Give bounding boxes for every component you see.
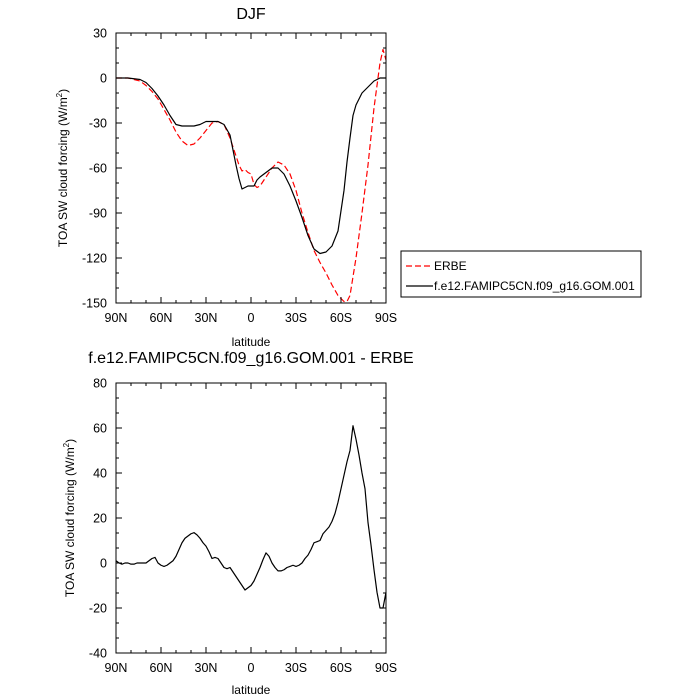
top-chart-ytick-label: -120 xyxy=(82,252,107,266)
top-chart-frame xyxy=(115,32,387,304)
bottom-chart-ytick-label: -20 xyxy=(89,602,107,616)
top-chart-ylabel-sup: 2 xyxy=(55,92,64,97)
legend-box xyxy=(400,250,642,298)
top-chart-ylabel-main: TOA SW cloud forcing (W/m xyxy=(56,97,70,247)
bottom-chart-xtick-label: 30N xyxy=(195,661,218,675)
top-chart-series-group xyxy=(116,48,387,303)
bottom-chart-xtick-label: 30S xyxy=(285,661,307,675)
top-chart-ytick-label: 30 xyxy=(93,27,107,41)
top-chart-xlabel: latitude xyxy=(232,335,271,349)
top-chart-axes: 90N 60N 30N 0 30S 60S 90S 30 0 -30 -60 -90 -120 -150 xyxy=(82,27,397,326)
bottom-chart-ylabel-close: ) xyxy=(63,439,77,443)
bottom-chart-series-line-0 xyxy=(115,425,387,609)
bottom-chart-xtick-label: 0 xyxy=(248,661,255,675)
top-chart-series-line-0 xyxy=(116,48,387,303)
top-chart: DJF 90N 60N 30N 0 30S 60S 90S 30 0 -30 -60 -90 -120 -… xyxy=(55,6,397,349)
top-chart-ylabel-close: ) xyxy=(56,89,70,93)
top-chart-xtick-label: 60N xyxy=(150,311,173,325)
top-chart-xtick-label: 30S xyxy=(285,311,307,325)
legend: ERBE f.e12.FAMIPC5CN.f09_g16.GOM.001 xyxy=(400,250,642,298)
top-chart-ytick-label: -90 xyxy=(89,207,107,221)
bottom-chart-xtick-label: 60S xyxy=(330,661,352,675)
bottom-chart-ytick-label: 60 xyxy=(93,422,107,436)
bottom-chart-ylabel: TOA SW cloud forcing (W/m2) xyxy=(62,439,77,597)
top-chart-ylabel: TOA SW cloud forcing (W/m2) xyxy=(55,89,70,247)
bottom-chart-ylabel-main: TOA SW cloud forcing (W/m xyxy=(63,447,77,597)
bottom-chart-ytick-label: 20 xyxy=(93,512,107,526)
bottom-chart: f.e12.FAMIPC5CN.f09_g16.GOM.001 - ERBE 9… xyxy=(62,350,414,697)
bottom-chart-title: f.e12.FAMIPC5CN.f09_g16.GOM.001 - ERBE xyxy=(88,350,413,367)
top-chart-ytick-label: -150 xyxy=(82,297,107,311)
bottom-chart-axes: 90N 60N 30N 0 30S 60S 90S 80 60 40 20 0 -20 -40 xyxy=(89,377,397,676)
top-chart-ytick-label: -30 xyxy=(89,117,107,131)
top-chart-series-line-1 xyxy=(116,77,386,255)
bottom-chart-series-group xyxy=(115,425,387,609)
legend-label-erbe: ERBE xyxy=(434,259,467,273)
bottom-chart-xtick-label: 60N xyxy=(150,661,173,675)
top-chart-xtick-label: 30N xyxy=(195,311,218,325)
bottom-chart-xtick-label: 90N xyxy=(105,661,128,675)
bottom-chart-ytick-label: -40 xyxy=(89,647,107,661)
bottom-chart-ytick-label: 0 xyxy=(100,557,107,571)
top-chart-title: DJF xyxy=(236,6,266,23)
top-chart-ytick-label: 0 xyxy=(100,72,107,86)
bottom-chart-xlabel: latitude xyxy=(232,683,271,697)
legend-label-model: f.e12.FAMIPC5CN.f09_g16.GOM.001 xyxy=(434,279,635,293)
bottom-chart-frame xyxy=(115,382,387,654)
top-chart-xtick-label: 90N xyxy=(105,311,128,325)
bottom-chart-ytick-label: 80 xyxy=(93,377,107,391)
top-chart-xtick-label: 90S xyxy=(375,311,397,325)
bottom-chart-ylabel-sup: 2 xyxy=(62,442,71,447)
top-chart-xtick-label: 60S xyxy=(330,311,352,325)
bottom-chart-ytick-label: 40 xyxy=(93,467,107,481)
top-chart-ytick-label: -60 xyxy=(89,162,107,176)
bottom-chart-xtick-label: 90S xyxy=(375,661,397,675)
top-chart-xtick-label: 0 xyxy=(248,311,255,325)
